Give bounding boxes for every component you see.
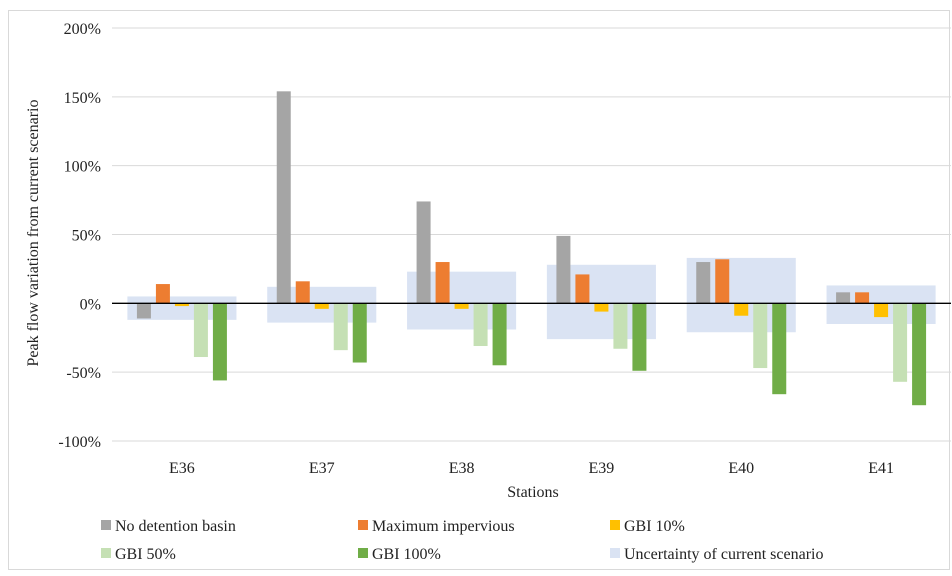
legend-label: GBI 10% (624, 518, 685, 535)
legend: No detention basin Maximum impervious GBI … (101, 518, 823, 563)
bar (492, 303, 507, 366)
bar (855, 292, 870, 304)
y-tick-label: 100% (64, 159, 101, 176)
bar (753, 303, 768, 369)
bars (136, 91, 927, 406)
legend-label: Maximum impervious (372, 518, 515, 535)
bar (912, 303, 927, 406)
bar (295, 281, 310, 304)
x-tick-label: E39 (589, 460, 615, 477)
bar (435, 262, 450, 304)
bar (715, 259, 730, 304)
bar (575, 274, 590, 304)
bar (212, 303, 227, 381)
x-tick-label: E37 (309, 460, 335, 477)
bar (473, 303, 488, 347)
bar (772, 303, 787, 395)
bar (556, 235, 571, 304)
y-tick-label: 50% (72, 228, 101, 245)
legend-swatch (101, 520, 111, 530)
gridlines (112, 27, 951, 442)
uncertainty-boxes (127, 257, 936, 340)
chart-frame: 200% 150% 100% 50% 0% -50% -100% E36 E37 E38 E39 E… (8, 10, 951, 570)
legend-label: Uncertainty of current scenario (624, 546, 823, 563)
y-tick-label: -100% (58, 434, 101, 451)
bar (613, 303, 628, 349)
bar (174, 303, 189, 307)
x-tick-labels: E36 E37 E38 E39 E40 E41 (169, 460, 894, 477)
x-tick-label: E38 (449, 460, 475, 477)
x-tick-label: E40 (728, 460, 754, 477)
legend-swatch (610, 520, 620, 530)
bar (594, 303, 609, 312)
legend-label: No detention basin (115, 518, 236, 535)
bar (136, 303, 151, 319)
bar (333, 303, 348, 351)
bar (696, 262, 711, 304)
legend-swatch (101, 548, 111, 558)
bar (632, 303, 647, 371)
y-tick-label: 150% (64, 90, 101, 107)
bar (454, 303, 469, 309)
legend-label: GBI 100% (372, 546, 441, 563)
bar (416, 201, 431, 304)
bar (352, 303, 367, 363)
legend-swatch (358, 520, 368, 530)
bar-chart: 200%150%100%50%0%-50%-100% E36 E37 E38 E39 E… (25, 21, 951, 563)
y-tick-labels: 200% 150% 100% 50% 0% -50% -100% (58, 21, 101, 451)
y-axis-label: Peak flow variation from current scenari… (25, 99, 42, 366)
y-tick-label: 0% (80, 296, 101, 313)
bar (314, 303, 329, 309)
x-tick-label: E36 (169, 460, 195, 477)
bar (155, 284, 170, 304)
y-tick-label: -50% (66, 365, 101, 382)
uncertainty-box (127, 296, 237, 320)
bar (193, 303, 208, 358)
legend-label: GBI 50% (115, 546, 176, 563)
bar (836, 292, 851, 304)
bar (893, 303, 908, 382)
x-tick-label: E41 (868, 460, 894, 477)
bar (734, 303, 749, 316)
legend-swatch (358, 548, 368, 558)
legend-swatch (610, 548, 620, 558)
bar (276, 91, 291, 304)
x-axis-label: Stations (507, 484, 559, 501)
y-tick-label: 200% (64, 21, 101, 38)
bar (874, 303, 889, 318)
